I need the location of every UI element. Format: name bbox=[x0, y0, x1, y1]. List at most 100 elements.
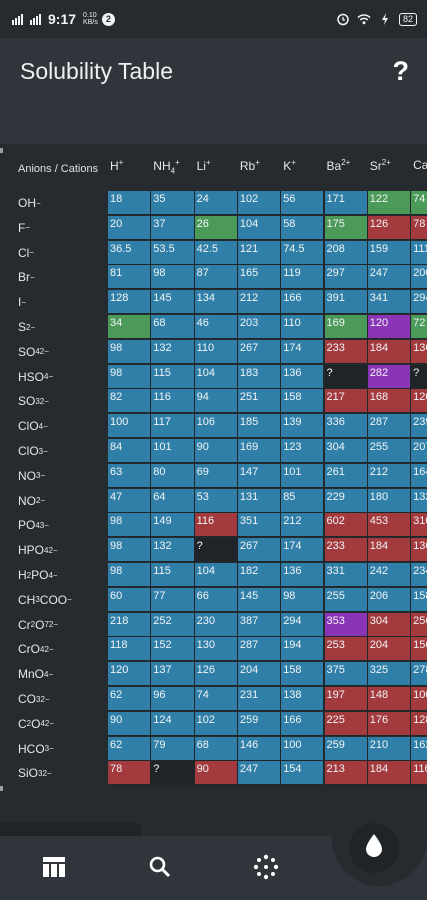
table-cell[interactable]: 104 bbox=[194, 563, 238, 587]
table-cell[interactable]: 217 bbox=[324, 389, 368, 414]
table-cell[interactable]: 117 bbox=[151, 414, 195, 439]
table-cell[interactable]: 116 bbox=[151, 389, 195, 414]
table-cell[interactable]: 159 bbox=[367, 240, 412, 265]
table-cell[interactable]: 256 bbox=[411, 612, 427, 637]
table-cell[interactable]: 278 bbox=[411, 662, 427, 687]
table-cell[interactable]: 212 bbox=[281, 513, 325, 538]
table-cell[interactable]: 84 bbox=[108, 439, 152, 463]
table-cell[interactable]: 136 bbox=[411, 538, 427, 563]
table-cell[interactable]: 134 bbox=[194, 290, 238, 315]
table-cell[interactable]: 231 bbox=[237, 687, 282, 711]
table-cell[interactable]: 139 bbox=[281, 414, 325, 439]
table-cell[interactable]: 110 bbox=[194, 339, 238, 364]
table-cell[interactable]: 282 bbox=[367, 364, 412, 389]
table-cell[interactable]: 203 bbox=[237, 315, 282, 339]
table-cell[interactable]: 158 bbox=[281, 389, 325, 414]
table-cell[interactable]: 118 bbox=[108, 637, 152, 662]
table-cell[interactable]: 131 bbox=[237, 488, 282, 513]
table-cell[interactable]: 53.5 bbox=[151, 240, 195, 265]
table-cell[interactable]: 207 bbox=[411, 439, 427, 463]
table-cell[interactable]: 46 bbox=[194, 315, 238, 339]
table-cell[interactable]: 261 bbox=[324, 463, 368, 488]
table-cell[interactable]: 77 bbox=[151, 587, 195, 612]
table-cell[interactable]: 120 bbox=[411, 389, 427, 414]
table-cell[interactable]: 56 bbox=[281, 191, 325, 215]
table-cell[interactable]: 165 bbox=[237, 265, 282, 290]
nav-table-button[interactable] bbox=[39, 854, 69, 884]
table-cell[interactable]: 101 bbox=[281, 463, 325, 488]
table-cell[interactable]: 267 bbox=[237, 339, 282, 364]
table-cell[interactable]: 123 bbox=[281, 439, 325, 463]
table-cell[interactable]: 212 bbox=[237, 290, 282, 315]
table-cell[interactable]: 351 bbox=[237, 513, 282, 538]
table-cell[interactable]: 90 bbox=[194, 439, 238, 463]
table-cell[interactable]: 182 bbox=[237, 563, 282, 587]
table-cell[interactable]: 168 bbox=[367, 389, 412, 414]
table-cell[interactable]: 255 bbox=[367, 439, 412, 463]
table-cell[interactable]: 145 bbox=[151, 290, 195, 315]
table-cell[interactable]: ? bbox=[324, 364, 368, 389]
table-cell[interactable]: 387 bbox=[237, 612, 282, 637]
table-cell[interactable]: 213 bbox=[324, 761, 368, 786]
table-cell[interactable]: 259 bbox=[324, 736, 368, 761]
table-cell[interactable]: 34 bbox=[108, 315, 152, 339]
table-cell[interactable]: 128 bbox=[108, 290, 152, 315]
table-cell[interactable]: 101 bbox=[151, 439, 195, 463]
table-cell[interactable]: 121 bbox=[237, 240, 282, 265]
table-cell[interactable]: 152 bbox=[151, 637, 195, 662]
table-cell[interactable]: 126 bbox=[367, 215, 412, 240]
table-cell[interactable]: 164 bbox=[411, 463, 427, 488]
table-cell[interactable]: 247 bbox=[237, 761, 282, 786]
table-cell[interactable]: 166 bbox=[281, 711, 325, 736]
table-cell[interactable]: 294 bbox=[281, 612, 325, 637]
table-cell[interactable]: 331 bbox=[324, 563, 368, 587]
table-cell[interactable]: 310 bbox=[411, 513, 427, 538]
table-cell[interactable]: 239 bbox=[411, 414, 427, 439]
table-cell[interactable]: 69 bbox=[194, 463, 238, 488]
table-cell[interactable]: 90 bbox=[108, 711, 152, 736]
table-cell[interactable]: 100 bbox=[411, 687, 427, 711]
table-cell[interactable]: 130 bbox=[194, 637, 238, 662]
table-cell[interactable]: 102 bbox=[237, 191, 282, 215]
table-cell[interactable]: 81 bbox=[108, 265, 152, 290]
table-cell[interactable]: 100 bbox=[281, 736, 325, 761]
table-cell[interactable]: 325 bbox=[367, 662, 412, 687]
table-cell[interactable]: 53 bbox=[194, 488, 238, 513]
table-cell[interactable]: 180 bbox=[367, 488, 412, 513]
table-cell[interactable]: 200 bbox=[411, 265, 427, 290]
table-cell[interactable]: 136 bbox=[281, 364, 325, 389]
table-cell[interactable]: 115 bbox=[151, 364, 195, 389]
table-cell[interactable]: 62 bbox=[108, 687, 152, 711]
table-cell[interactable]: 137 bbox=[151, 662, 195, 687]
table-cell[interactable]: 62 bbox=[108, 736, 152, 761]
table-cell[interactable]: 184 bbox=[367, 339, 412, 364]
table-cell[interactable]: 304 bbox=[324, 439, 368, 463]
table-cell[interactable]: 197 bbox=[324, 687, 368, 711]
table-cell[interactable]: 26 bbox=[194, 215, 238, 240]
table-cell[interactable]: 98 bbox=[151, 265, 195, 290]
table-cell[interactable]: 47 bbox=[108, 488, 152, 513]
table-cell[interactable]: 169 bbox=[324, 315, 368, 339]
table-cell[interactable]: 149 bbox=[151, 513, 195, 538]
table-cell[interactable]: 267 bbox=[237, 538, 282, 563]
table-cell[interactable]: 206 bbox=[367, 587, 412, 612]
table-cell[interactable]: 218 bbox=[108, 612, 152, 637]
table-cell[interactable]: 253 bbox=[324, 637, 368, 662]
table-cell[interactable]: 353 bbox=[324, 612, 368, 637]
table-cell[interactable]: 90 bbox=[194, 761, 238, 786]
table-cell[interactable]: 233 bbox=[324, 538, 368, 563]
table-cell[interactable]: 259 bbox=[237, 711, 282, 736]
table-cell[interactable]: 212 bbox=[367, 463, 412, 488]
table-cell[interactable]: 234 bbox=[411, 563, 427, 587]
help-button[interactable]: ? bbox=[392, 56, 410, 86]
nav-search-button[interactable] bbox=[145, 854, 175, 884]
table-cell[interactable]: 98 bbox=[108, 513, 152, 538]
table-cell[interactable]: 391 bbox=[324, 290, 368, 315]
table-cell[interactable]: 287 bbox=[367, 414, 412, 439]
table-cell[interactable]: 255 bbox=[324, 587, 368, 612]
table-cell[interactable]: 225 bbox=[324, 711, 368, 736]
table-cell[interactable]: 87 bbox=[194, 265, 238, 290]
table-cell[interactable]: 68 bbox=[194, 736, 238, 761]
table-cell[interactable]: 85 bbox=[281, 488, 325, 513]
table-cell[interactable]: 174 bbox=[281, 538, 325, 563]
